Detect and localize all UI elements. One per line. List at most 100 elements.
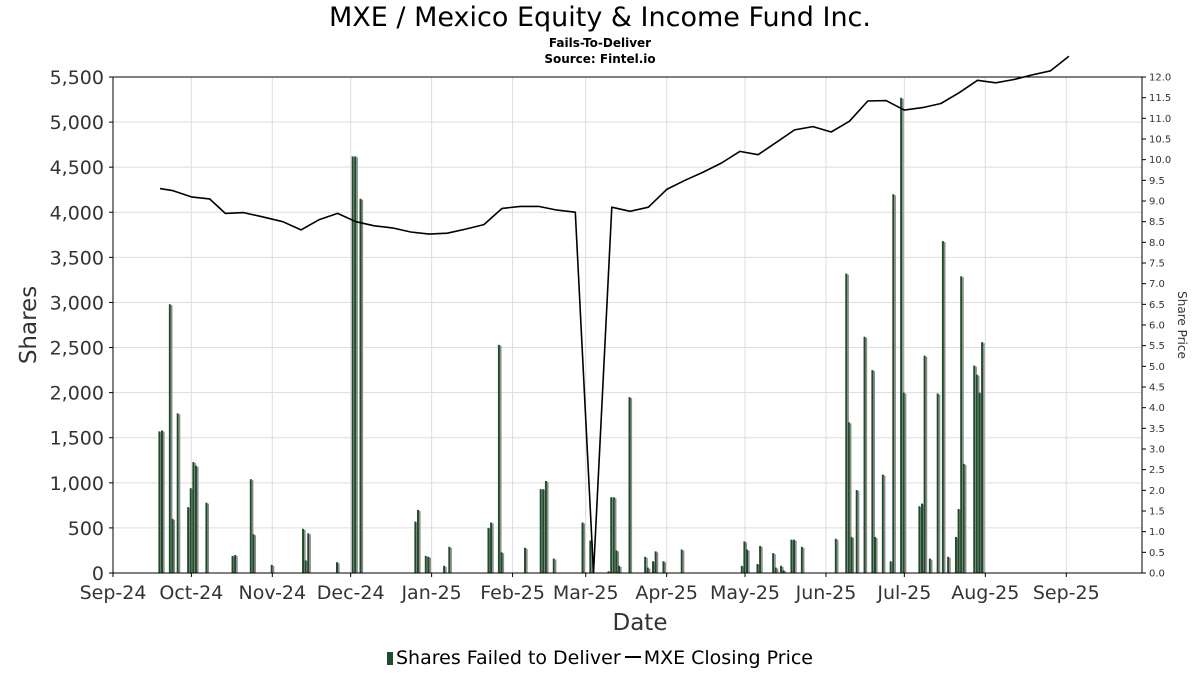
fail-bar-shade [526,548,528,573]
fail-bar-shade [450,547,452,573]
fail-bar [834,538,837,573]
fail-bar-shade [617,551,620,573]
fail-bar [800,546,803,573]
fail-bar-shade [492,523,494,573]
y2-tick-label: 0.5 [1149,548,1165,559]
fail-bar [607,571,610,573]
fail-bar [740,565,743,573]
y-tick-label: 1,500 [50,428,104,450]
fail-bar [863,336,866,573]
y2-tick-label: 7.5 [1149,259,1165,270]
fail-bar [774,567,777,573]
fail-bar [359,198,362,573]
fail-bar [881,474,884,573]
fail-bar [487,527,490,573]
y-tick-label: 500 [68,518,104,540]
fail-bar-shade [894,195,896,573]
fail-bar-shade [943,242,946,573]
fail-bar [756,563,759,573]
y2-tick-label: 11.5 [1149,93,1171,104]
fail-bar [618,565,621,573]
y2-tick-label: 2.5 [1149,465,1165,476]
x-tick-label: Aug-25 [951,582,1019,604]
x-tick-label: May-25 [710,582,780,604]
fail-bar [252,534,255,573]
fail-bar-shade [163,431,165,573]
y-tick-label: 4,000 [50,202,104,224]
y2-tick-label: 5.5 [1149,341,1165,352]
y-tick-label: 4,500 [50,157,104,179]
fail-bar [782,570,785,573]
fail-bar-shade [983,343,985,573]
fail-bar-shade [502,553,505,573]
fail-bar [978,392,981,573]
fail-bar-shade [429,557,432,573]
fail-bar [194,465,197,573]
y-axis-title: Shares [16,286,42,364]
fail-bar [497,344,500,573]
fail-bar-shade [781,566,784,573]
fail-bar [900,97,903,573]
fail-bar-shade [852,537,855,573]
fail-bar [928,558,931,573]
fail-bar-shade [656,552,659,573]
fail-bar [302,528,305,573]
fail-bar-shade [445,566,447,573]
fail-bar-shade [664,562,667,573]
fail-bar [231,555,234,573]
y-tick-label: 3,000 [50,292,104,314]
fail-bar [845,273,848,573]
fail-bar [158,431,161,573]
fail-bar [746,549,749,573]
fail-bar-shade [930,559,933,573]
y2-tick-label: 7.0 [1149,279,1165,290]
fail-bar [847,422,850,573]
y2-tick-label: 2.0 [1149,486,1165,497]
fail-bar-shade [902,98,904,573]
fail-bar-shade [925,356,928,573]
fail-bar-shade [338,563,340,573]
fail-bar-shade [356,157,358,574]
fail-bar [270,564,273,573]
fail-bar [192,462,195,573]
fail-bar [448,546,451,573]
y2-tick-label: 6.0 [1149,321,1165,332]
fail-bar-shade [774,554,776,573]
fail-bar-shade [748,550,750,573]
fail-bar [249,479,252,573]
fail-bar-shade [784,571,787,573]
fail-bar-shade [949,557,951,573]
fail-bar-shade [170,305,173,573]
fail-bar [544,481,547,573]
fail-bar [923,355,926,573]
legend-line-label: MXE Closing Price [643,647,813,669]
fail-bar-shade [583,523,586,573]
fail-bar [790,539,793,573]
fail-bar [304,560,307,573]
fail-bar [615,550,618,573]
x-tick-label: Apr-25 [635,582,698,604]
legend-bars-label: Shares Failed to Deliver [396,647,621,669]
fail-bar-shade [938,394,941,573]
fail-bar [957,508,960,573]
fail-bar-shade [418,510,421,573]
fail-bar [612,497,615,573]
fail-bar-shade [620,566,622,573]
fail-bar [941,241,944,573]
y2-tick-label: 9.0 [1149,197,1165,208]
x-tick-label: Mar-25 [553,582,619,604]
fail-bar [973,365,976,573]
fail-bar-shade [682,550,685,573]
fail-bar [205,502,208,573]
fail-bar [542,489,545,573]
fail-bar [628,397,631,573]
fail-bar [424,555,427,573]
fail-bar [954,536,957,573]
fail-bar-shade [883,475,886,573]
fails-to-deliver-chart: 0 500 1,000 1,500 2,000 2,500 3,000 3,500 4,000 4… [16,55,1189,636]
y-tick-label: 2,500 [50,338,104,360]
y2-tick-label: 9.5 [1149,176,1165,187]
fail-bar-shade [272,565,275,573]
fail-bar [176,413,179,573]
y2-tick-label: 12.0 [1149,73,1171,84]
